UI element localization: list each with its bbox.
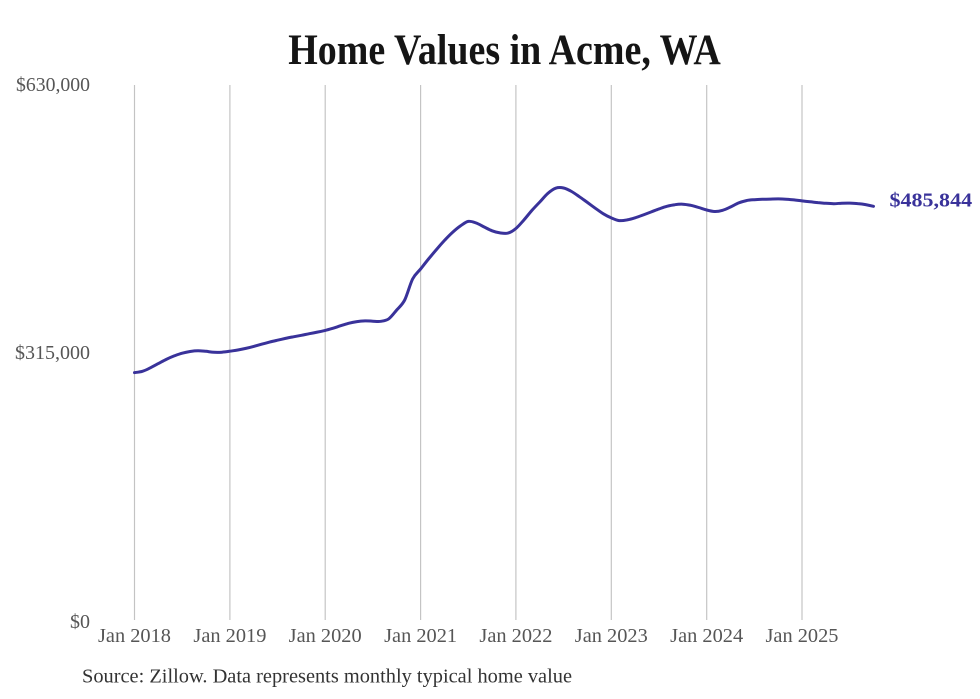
svg-text:Jan 2019: Jan 2019 bbox=[193, 625, 266, 647]
svg-text:Jan 2024: Jan 2024 bbox=[670, 625, 743, 647]
svg-text:Home Values in Acme, WA: Home Values in Acme, WA bbox=[288, 27, 721, 74]
svg-text:$485,844: $485,844 bbox=[890, 189, 973, 211]
svg-text:$0: $0 bbox=[70, 611, 90, 633]
svg-text:Jan 2018: Jan 2018 bbox=[98, 625, 171, 647]
svg-text:Jan 2023: Jan 2023 bbox=[575, 625, 648, 647]
svg-text:Jan 2025: Jan 2025 bbox=[766, 625, 839, 647]
svg-text:Jan 2022: Jan 2022 bbox=[479, 625, 552, 647]
svg-text:$630,000: $630,000 bbox=[16, 74, 90, 96]
svg-text:Jan 2020: Jan 2020 bbox=[289, 625, 362, 647]
svg-text:Source: Zillow. Data represent: Source: Zillow. Data represents monthly … bbox=[82, 666, 572, 688]
svg-text:Jan 2021: Jan 2021 bbox=[384, 625, 457, 647]
svg-text:$315,000: $315,000 bbox=[15, 342, 90, 364]
